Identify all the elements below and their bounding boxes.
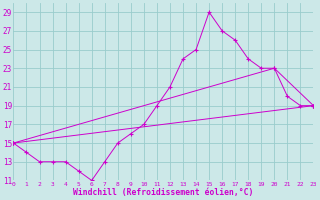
X-axis label: Windchill (Refroidissement éolien,°C): Windchill (Refroidissement éolien,°C) bbox=[73, 188, 254, 197]
